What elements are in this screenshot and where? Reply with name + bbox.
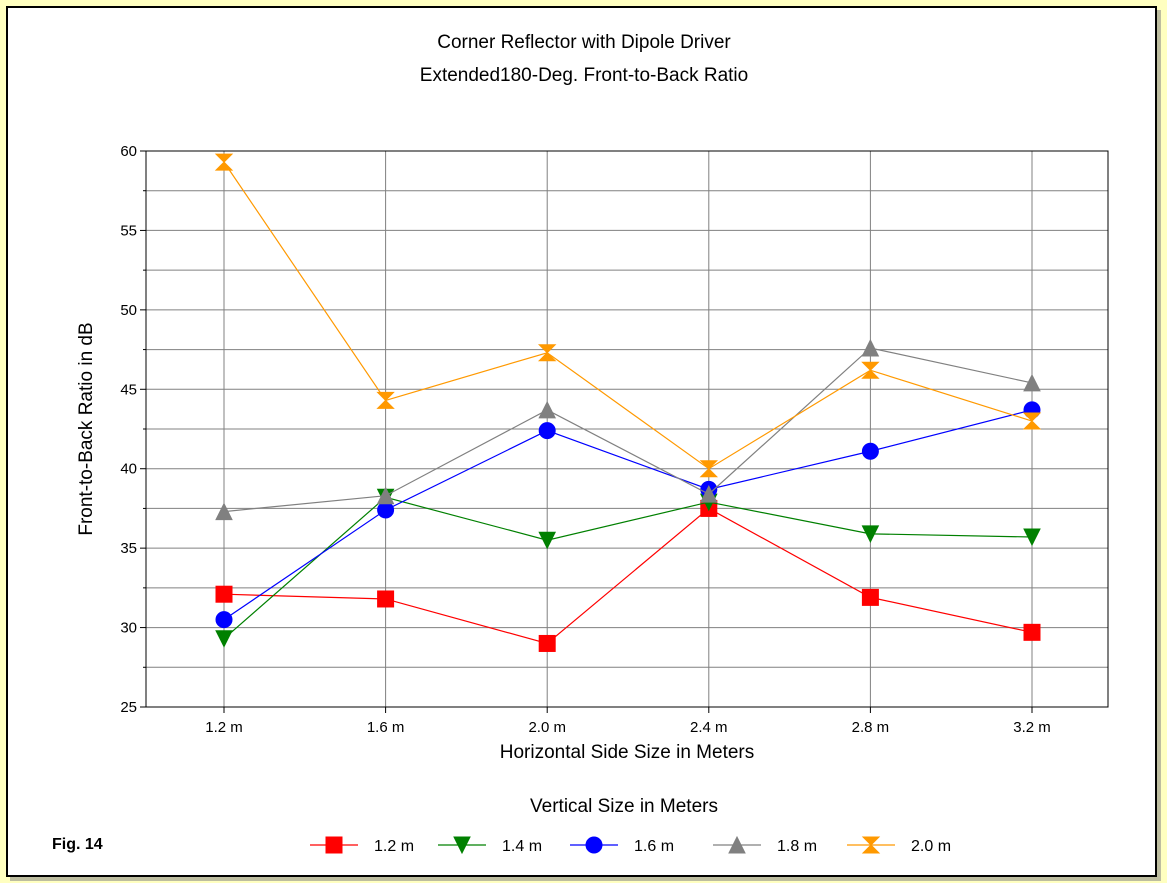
legend-label: 1.8 m	[777, 838, 817, 855]
series-layer	[214, 153, 1042, 652]
data-point	[376, 391, 395, 409]
data-point	[861, 588, 879, 606]
legend-marker	[325, 836, 343, 854]
legend-item: 1.2 m	[310, 836, 414, 855]
series-line	[223, 161, 1033, 470]
data-point	[699, 460, 719, 478]
legend-marker	[585, 836, 603, 854]
data-point	[1023, 623, 1041, 641]
series-line	[223, 347, 1033, 513]
y-axis-label: Front-to-Back Ratio in dB	[76, 322, 97, 535]
data-point	[861, 338, 880, 357]
legend-marker	[728, 835, 746, 854]
series-line	[223, 409, 1033, 621]
legend-marker	[453, 836, 471, 855]
y-tick-label: 30	[120, 620, 137, 637]
data-point	[376, 486, 395, 505]
legend-label: 1.2 m	[374, 838, 414, 855]
x-tick-label: 2.4 m	[690, 719, 728, 736]
chart-subtitle: Extended180-Deg. Front-to-Back Ratio	[420, 65, 748, 86]
x-tick-label: 2.8 m	[852, 719, 890, 736]
data-point	[214, 153, 234, 171]
data-point	[537, 344, 557, 362]
y-tick-label: 25	[120, 699, 137, 716]
legend-marker	[861, 836, 881, 854]
x-tick-label: 1.6 m	[367, 719, 405, 736]
legend-label: 1.6 m	[634, 838, 674, 855]
data-point	[861, 525, 880, 543]
data-point	[538, 422, 556, 440]
data-point	[215, 611, 233, 629]
data-point	[215, 502, 233, 521]
data-point	[215, 585, 233, 603]
series-1-4-m	[215, 488, 1041, 648]
data-point	[538, 634, 556, 652]
legend-label: 2.0 m	[911, 838, 951, 855]
y-tick-label: 35	[120, 540, 137, 557]
y-tick-label: 55	[120, 222, 137, 239]
x-tick-label: 3.2 m	[1013, 719, 1051, 736]
series-line	[223, 507, 1033, 645]
legend-label: 1.4 m	[502, 838, 542, 855]
legend-item: 1.4 m	[438, 836, 542, 855]
series-2-0-m	[214, 153, 1042, 478]
legend-item: 1.8 m	[713, 835, 817, 855]
x-tick-label: 1.2 m	[205, 719, 243, 736]
y-tick-label: 40	[120, 461, 137, 478]
y-tick-label: 45	[120, 381, 137, 398]
y-tick-label: 50	[120, 302, 137, 319]
legend-title: Vertical Size in Meters	[530, 796, 718, 817]
legend-item: 1.6 m	[570, 836, 674, 855]
series-1-6-m	[215, 401, 1041, 629]
data-point	[1022, 412, 1042, 430]
series-line	[223, 496, 1033, 640]
data-point	[861, 361, 880, 379]
data-point	[215, 630, 233, 648]
legend: 1.2 m 1.4 m 1.6 m 1.8 m 2.0 m	[310, 835, 951, 855]
y-tick-label: 60	[120, 143, 137, 160]
legend-item: 2.0 m	[847, 836, 951, 855]
chart-title: Corner Reflector with Dipole Driver	[437, 32, 731, 53]
data-point	[861, 442, 879, 460]
data-point	[699, 485, 718, 503]
data-point	[538, 400, 557, 419]
x-axis-label: Horizontal Side Size in Meters	[500, 742, 755, 763]
data-point	[377, 501, 395, 519]
series-1-2-m	[215, 499, 1041, 652]
y-axis-ticks: 25 30 35 40 45 50 55 60	[120, 143, 146, 716]
grid	[146, 151, 1108, 707]
data-point	[1023, 528, 1041, 547]
x-axis-ticks: 1.2 m 1.6 m 2.0 m 2.4 m 2.8 m 3.2 m	[205, 707, 1051, 736]
data-point	[1023, 373, 1041, 392]
series-1-8-m	[215, 338, 1041, 521]
figure-label: Fig. 14	[52, 836, 103, 853]
data-point	[377, 590, 395, 608]
data-point	[538, 531, 557, 550]
x-tick-label: 2.0 m	[528, 719, 566, 736]
